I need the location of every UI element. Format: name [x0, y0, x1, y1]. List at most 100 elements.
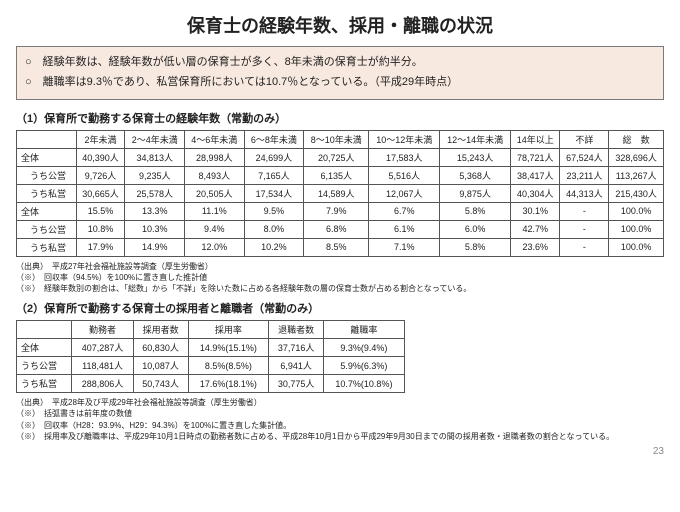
- cell: 14,589人: [304, 184, 369, 202]
- summary-box: ○ 経験年数は、経験年数が低い層の保育士が多く、8年未満の保育士が約半分。 ○ …: [16, 46, 664, 100]
- column-header: 2～4年未満: [125, 130, 185, 148]
- cell: 24,699人: [244, 148, 304, 166]
- cell: -: [560, 220, 609, 238]
- cell: 17,534人: [244, 184, 304, 202]
- cell: 10.2%: [244, 238, 304, 256]
- row-label: うち公営: [17, 220, 77, 238]
- cell: 6,135人: [304, 166, 369, 184]
- cell: 20,505人: [185, 184, 245, 202]
- cell: 288,806人: [72, 375, 133, 393]
- column-header: 離職率: [324, 321, 405, 339]
- footnotes-1: （出典） 平成27年社会福祉施設等調査（厚生労働省） （※） 回収率（94.5%…: [16, 261, 664, 295]
- cell: 6.1%: [369, 220, 440, 238]
- cell: 30,665人: [76, 184, 125, 202]
- cell: 60,830人: [133, 339, 188, 357]
- table-row: 全体407,287人60,830人14.9%(15.1%)37,716人9.3%…: [17, 339, 405, 357]
- cell: -: [560, 238, 609, 256]
- cell: 6,941人: [269, 357, 324, 375]
- footnote: （※） 回収率（H28：93.9%、H29：94.3%）を100%に置き直した集…: [16, 420, 664, 431]
- cell: 407,287人: [72, 339, 133, 357]
- note-line-2: ○ 離職率は9.3％であり、私営保育所においては10.7％となっている。（平成2…: [25, 73, 655, 93]
- cell: 7,165人: [244, 166, 304, 184]
- cell: 30,775人: [269, 375, 324, 393]
- cell: 113,267人: [609, 166, 664, 184]
- column-header: 勤務者: [72, 321, 133, 339]
- cell: 17.6%(18.1%): [188, 375, 269, 393]
- cell: 15.5%: [76, 202, 125, 220]
- cell: 14.9%: [125, 238, 185, 256]
- column-header: [17, 130, 77, 148]
- cell: 328,696人: [609, 148, 664, 166]
- cell: 8,493人: [185, 166, 245, 184]
- cell: 6.0%: [440, 220, 511, 238]
- cell: 34,813人: [125, 148, 185, 166]
- cell: 15,243人: [440, 148, 511, 166]
- table-row: うち私営30,665人25,578人20,505人17,534人14,589人1…: [17, 184, 664, 202]
- cell: 10.7%(10.8%): [324, 375, 405, 393]
- cell: 9.3%(9.4%): [324, 339, 405, 357]
- footnote: （※） 採用率及び離職率は、平成29年10月1日時点の勤務者数に占める、平成28…: [16, 431, 664, 442]
- section2-title: （2）保育所で勤務する保育士の採用者と離職者（常勤のみ）: [16, 300, 664, 316]
- cell: 5.8%: [440, 238, 511, 256]
- footnote: （※） 経験年数別の割合は、「総数」から「不詳」を除いた数に占める各経験年数の層…: [16, 283, 664, 294]
- cell: 14.9%(15.1%): [188, 339, 269, 357]
- footnote: （※） 括弧書きは前年度の数値: [16, 408, 664, 419]
- row-label: 全体: [17, 339, 72, 357]
- cell: 12,067人: [369, 184, 440, 202]
- row-label: うち私営: [17, 375, 72, 393]
- table-row: うち私営288,806人50,743人17.6%(18.1%)30,775人10…: [17, 375, 405, 393]
- cell: 25,578人: [125, 184, 185, 202]
- cell: 9,875人: [440, 184, 511, 202]
- column-header: [17, 321, 72, 339]
- cell: 38,417人: [510, 166, 559, 184]
- footnote: （※） 回収率（94.5%）を100%に置き直した推計値: [16, 272, 664, 283]
- table-row: うち公営10.8%10.3%9.4%8.0%6.8%6.1%6.0%42.7%-…: [17, 220, 664, 238]
- cell: 9.4%: [185, 220, 245, 238]
- cell: 17.9%: [76, 238, 125, 256]
- row-label: 全体: [17, 148, 77, 166]
- column-header: 6～8年未満: [244, 130, 304, 148]
- cell: 17,583人: [369, 148, 440, 166]
- note-line-1: ○ 経験年数は、経験年数が低い層の保育士が多く、8年未満の保育士が約半分。: [25, 53, 655, 73]
- cell: 12.0%: [185, 238, 245, 256]
- page-title: 保育士の経験年数、採用・離職の状況: [16, 12, 664, 38]
- column-header: 採用者数: [133, 321, 188, 339]
- cell: 28,998人: [185, 148, 245, 166]
- cell: 13.3%: [125, 202, 185, 220]
- cell: 215,430人: [609, 184, 664, 202]
- cell: 5.9%(6.3%): [324, 357, 405, 375]
- cell: 30.1%: [510, 202, 559, 220]
- cell: 5.8%: [440, 202, 511, 220]
- cell: 8.0%: [244, 220, 304, 238]
- page-number: 23: [16, 446, 664, 457]
- table-row: うち公営9,726人9,235人8,493人7,165人6,135人5,516人…: [17, 166, 664, 184]
- cell: 8.5%(8.5%): [188, 357, 269, 375]
- cell: 67,524人: [560, 148, 609, 166]
- column-header: 8～10年未満: [304, 130, 369, 148]
- row-label: 全体: [17, 202, 77, 220]
- row-label: うち私営: [17, 184, 77, 202]
- table-row: 全体40,390人34,813人28,998人24,699人20,725人17,…: [17, 148, 664, 166]
- cell: 23,211人: [560, 166, 609, 184]
- table-row: うち私営17.9%14.9%12.0%10.2%8.5%7.1%5.8%23.6…: [17, 238, 664, 256]
- column-header: 10～12年未満: [369, 130, 440, 148]
- row-label: うち私営: [17, 238, 77, 256]
- cell: 5,368人: [440, 166, 511, 184]
- cell: 118,481人: [72, 357, 133, 375]
- footnotes-2: （出典） 平成28年及び平成29年社会福祉施設等調査（厚生労働省） （※） 括弧…: [16, 397, 664, 442]
- column-header: 不詳: [560, 130, 609, 148]
- column-header: 12～14年未満: [440, 130, 511, 148]
- column-header: 4～6年未満: [185, 130, 245, 148]
- column-header: 総 数: [609, 130, 664, 148]
- cell: 100.0%: [609, 202, 664, 220]
- section1-title: （1）保育所で勤務する保育士の経験年数（常勤のみ）: [16, 110, 664, 126]
- column-header: 2年未満: [76, 130, 125, 148]
- cell: 23.6%: [510, 238, 559, 256]
- cell: 5,516人: [369, 166, 440, 184]
- footnote: （出典） 平成27年社会福祉施設等調査（厚生労働省）: [16, 261, 664, 272]
- cell: 10,087人: [133, 357, 188, 375]
- cell: 10.3%: [125, 220, 185, 238]
- cell: 9.5%: [244, 202, 304, 220]
- cell: 8.5%: [304, 238, 369, 256]
- cell: 40,304人: [510, 184, 559, 202]
